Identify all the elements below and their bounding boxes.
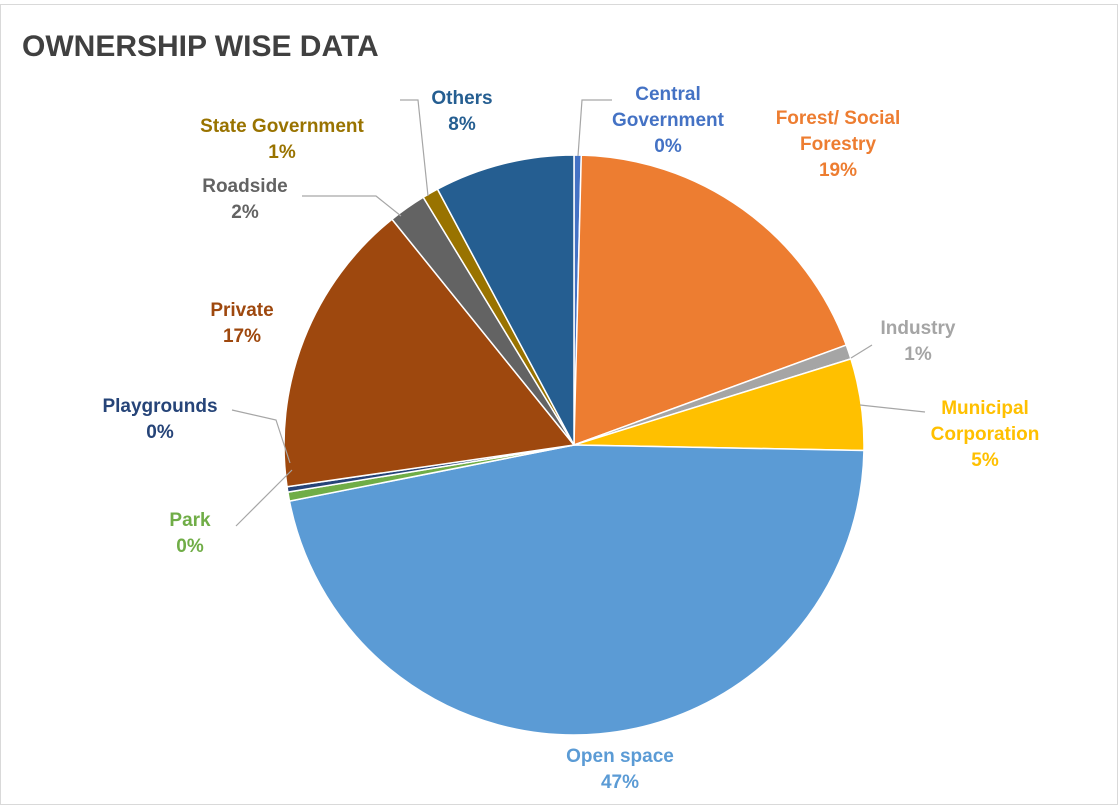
slice-name: Roadside <box>202 176 288 197</box>
slice-label: Open space 47% <box>540 744 700 796</box>
pie-slice <box>283 218 576 488</box>
slice-name: Municipal Corporation <box>930 398 1040 445</box>
slice-label: Playgrounds 0% <box>70 394 250 446</box>
chart-title: OWNERSHIP WISE DATA <box>22 30 379 63</box>
slice-name: Playgrounds <box>102 396 218 417</box>
slice-name: State Government <box>200 116 364 137</box>
slice-value: 17% <box>222 326 262 347</box>
slice-label: Roadside 2% <box>185 174 305 226</box>
slice-value: 47% <box>600 772 640 793</box>
slice-value: 5% <box>971 450 999 471</box>
slice-name: Forest/ Social Forestry <box>775 108 901 155</box>
slice-label: Private 17% <box>182 298 302 350</box>
slice-label: State Government 1% <box>172 114 392 166</box>
slice-name: Central Government <box>612 84 724 131</box>
slice-value: 19% <box>818 160 858 181</box>
slice-label: Industry 1% <box>858 316 978 368</box>
pie-slice <box>436 154 575 446</box>
slice-name: Open space <box>566 746 674 767</box>
slice-label: Others 8% <box>412 86 512 138</box>
slice-value: 0% <box>176 536 204 557</box>
slice-name: Industry <box>880 318 956 339</box>
slice-label: Municipal Corporation 5% <box>910 396 1060 474</box>
leader-line <box>859 404 926 413</box>
slice-value: 1% <box>268 142 296 163</box>
leader-line <box>400 99 429 197</box>
leader-line <box>850 344 873 359</box>
slice-value: 2% <box>231 202 259 223</box>
slice-label: Forest/ Social Forestry 19% <box>748 106 928 184</box>
leader-line <box>235 469 293 527</box>
leader-line <box>577 99 612 157</box>
slice-value: 1% <box>904 344 932 365</box>
slice-name: Private <box>210 300 274 321</box>
leader-line <box>302 195 402 217</box>
slice-name: Others <box>431 88 493 109</box>
slice-value: 0% <box>146 422 174 443</box>
slice-name: Park <box>169 510 211 531</box>
slice-label: Central Government 0% <box>598 82 738 160</box>
pie-slice <box>288 444 865 736</box>
slice-value: 8% <box>448 114 476 135</box>
slice-value: 0% <box>654 136 682 157</box>
pie-slice <box>573 154 848 447</box>
leader-line <box>231 409 291 464</box>
chart-frame <box>0 4 1118 805</box>
slice-label: Park 0% <box>140 508 240 560</box>
